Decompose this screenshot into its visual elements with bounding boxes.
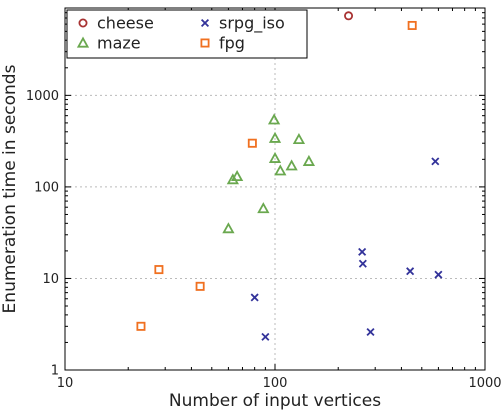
maze-point <box>268 151 282 163</box>
srpg_iso-point <box>358 259 367 268</box>
legend-item-fpg: fpg <box>200 34 245 53</box>
fpg-point <box>154 265 164 275</box>
maze-point <box>267 113 281 125</box>
legend-label: cheese <box>97 14 154 33</box>
maze-point <box>222 222 235 234</box>
y-axis-label: Enumeration time in seconds <box>0 64 20 313</box>
x-tick-label: 10 <box>57 376 74 391</box>
fpg-point <box>247 138 257 148</box>
fpg-point <box>136 321 146 331</box>
maze-point <box>268 131 282 143</box>
legend-marker-cheese <box>78 18 88 28</box>
gridlines <box>65 8 485 370</box>
maze-point <box>274 164 287 176</box>
x-axis-label: Number of input vertices <box>169 391 381 411</box>
srpg_iso-point <box>261 332 270 341</box>
srpg_iso-point <box>366 327 375 337</box>
maze-point <box>302 154 316 166</box>
legend-marker-maze <box>76 36 90 48</box>
maze-point <box>257 202 270 214</box>
data-points <box>136 11 443 341</box>
srpg_iso-point <box>431 157 440 166</box>
legend-item-cheese: cheese <box>78 14 154 33</box>
legend-label: srpg_iso <box>219 14 285 34</box>
fpg-point <box>195 281 205 291</box>
legend-box <box>66 9 308 59</box>
y-tick-label: 1000 <box>26 89 59 104</box>
legend-item-srpg_iso: srpg_iso <box>200 14 285 34</box>
legend-label: maze <box>97 34 141 53</box>
legend-label: fpg <box>219 34 245 53</box>
y-tick-label: 10 <box>42 272 59 287</box>
srpg_iso-point <box>434 270 443 279</box>
cheese-point <box>344 11 354 21</box>
maze-point <box>230 170 244 182</box>
fpg-point <box>407 20 417 30</box>
srpg_iso-point <box>358 247 367 256</box>
x-tick-label: 1000 <box>468 376 501 391</box>
srpg_iso-point <box>250 293 259 302</box>
maze-point <box>226 173 239 185</box>
maze-point <box>292 132 306 145</box>
maze-point <box>285 159 298 171</box>
srpg_iso-point <box>406 267 415 276</box>
legend-marker-fpg <box>200 38 210 48</box>
x-tick-label: 100 <box>263 376 288 391</box>
legend-marker-srpg_iso <box>200 18 210 28</box>
y-tick-label: 1 <box>51 364 59 379</box>
y-tick-label: 100 <box>34 180 59 195</box>
legend-item-maze: maze <box>76 34 141 53</box>
